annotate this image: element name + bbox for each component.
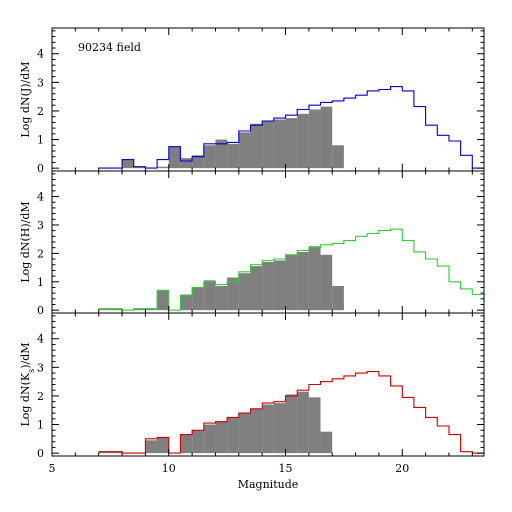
panel-annotation: 90234 field	[78, 41, 141, 54]
filled-bar	[98, 451, 111, 454]
filled-bar	[297, 251, 309, 311]
filled-bar	[227, 143, 239, 169]
y-tick-label: 3	[37, 76, 44, 89]
x-axis-label: Magnitude	[238, 478, 299, 491]
filled-bar	[227, 277, 239, 311]
outline-histogram	[98, 86, 484, 169]
filled-bar	[180, 434, 193, 454]
y-tick-label: 1	[37, 276, 44, 289]
filled-bar	[262, 261, 274, 311]
x-tick-label: 5	[49, 462, 56, 475]
filled-bar	[320, 106, 333, 169]
filled-bar	[157, 290, 169, 311]
filled-bar	[145, 308, 158, 311]
y-axis-label: Log dN(Ks)/dM	[19, 342, 36, 426]
y-tick-label: 4	[37, 48, 44, 61]
filled-bar	[192, 287, 204, 311]
filled-bar	[145, 440, 158, 454]
filled-bar	[320, 254, 333, 311]
filled-bar	[332, 145, 344, 169]
filled-bar	[157, 437, 169, 454]
filled-bar	[297, 391, 309, 454]
filled-bar	[238, 413, 251, 454]
y-tick-label: 3	[37, 219, 44, 232]
filled-bar	[192, 430, 204, 454]
filled-bar	[133, 166, 146, 169]
filled-bar	[238, 132, 251, 169]
filled-bar	[192, 155, 204, 169]
x-tick-label: 10	[162, 462, 176, 475]
filled-bar	[308, 246, 321, 311]
filled-bar	[250, 123, 263, 169]
filled-bar	[122, 159, 134, 169]
filled-bar	[215, 421, 228, 454]
filled-bar	[203, 145, 216, 169]
y-tick-label: 3	[37, 361, 44, 374]
filled-bar	[110, 451, 123, 454]
filled-bar	[180, 158, 193, 169]
y-tick-label: 2	[37, 105, 44, 118]
panel-2: 0 1 2 3 4 Log dN(H)/dM	[19, 170, 485, 317]
y-axis-label: Log dN(H)/dM	[19, 201, 32, 282]
filled-bar	[250, 408, 263, 454]
filled-bar	[308, 397, 321, 454]
filled-bar	[262, 120, 274, 169]
filled-bar	[203, 280, 216, 311]
y-axis-label: Log dN(J)/dM	[19, 61, 32, 137]
x-tick-label: 20	[395, 462, 409, 475]
filled-bar	[285, 254, 298, 311]
filled-bar	[273, 119, 286, 169]
filled-bar	[180, 294, 193, 311]
filled-bar	[308, 109, 321, 169]
filled-bar	[238, 273, 251, 311]
filled-bar	[133, 308, 146, 311]
filled-bar	[98, 308, 111, 311]
y-tick-label: 0	[37, 304, 44, 317]
panel-1: 0 1 2 3 4 Log dN(J)/dM 90234 field	[19, 27, 485, 175]
x-tick-label: 15	[279, 462, 293, 475]
y-tick-label: 1	[37, 134, 44, 147]
filled-bar	[168, 146, 181, 169]
y-tick-label: 2	[37, 247, 44, 260]
y-tick-label: 1	[37, 419, 44, 432]
filled-bar	[250, 266, 263, 311]
filled-bar	[285, 394, 298, 454]
filled-bar	[320, 431, 333, 454]
filled-bar	[215, 286, 228, 311]
y-tick-label: 4	[37, 191, 44, 204]
filled-bar	[215, 139, 228, 169]
filled-bar	[273, 260, 286, 311]
filled-bar	[262, 404, 274, 454]
y-tick-label: 0	[37, 162, 44, 175]
filled-bar	[157, 166, 169, 169]
filled-bar	[203, 424, 216, 454]
filled-bar	[297, 113, 309, 169]
y-tick-label: 2	[37, 390, 44, 403]
y-tick-label: 0	[37, 447, 44, 460]
filled-bar	[273, 403, 286, 454]
y-tick-label: 4	[37, 333, 44, 346]
outline-histogram	[98, 371, 484, 454]
filled-bar	[227, 417, 239, 454]
filled-bar	[285, 118, 298, 169]
filled-bar	[110, 308, 123, 311]
outline-histogram	[98, 228, 485, 311]
filled-bar	[332, 286, 344, 311]
